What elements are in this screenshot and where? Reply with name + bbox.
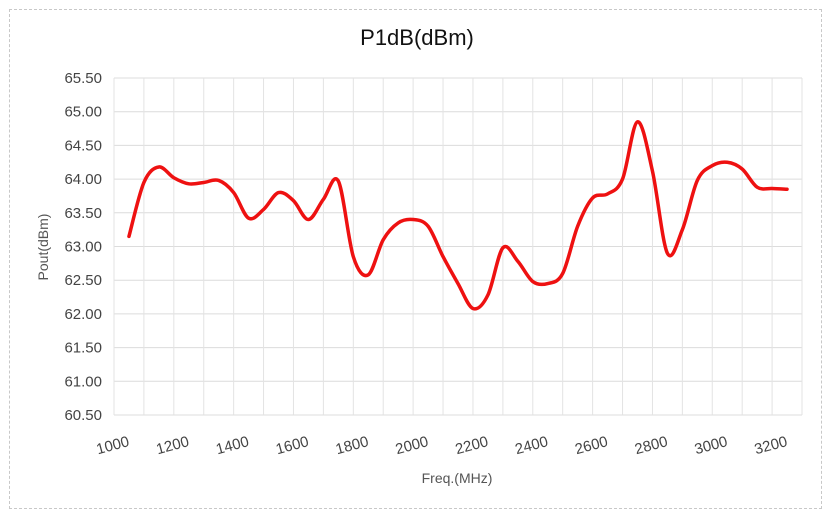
x-tick-label: 1200 xyxy=(154,433,191,458)
x-tick-label: 1800 xyxy=(334,433,371,458)
x-tick-label: 2000 xyxy=(394,433,431,458)
chart-frame xyxy=(9,9,822,509)
y-tick-label: 64.50 xyxy=(64,137,102,154)
series-line xyxy=(127,120,789,311)
x-tick-label: 3000 xyxy=(693,433,730,458)
y-tick-label: 65.50 xyxy=(64,70,102,87)
x-tick-label: 2200 xyxy=(453,433,490,458)
y-tick-label: 61.00 xyxy=(64,373,102,390)
x-tick-label: 1400 xyxy=(214,433,251,458)
y-tick-label: 63.50 xyxy=(64,205,102,222)
y-tick-label: 64.00 xyxy=(64,171,102,188)
y-tick-label: 62.00 xyxy=(64,306,102,323)
y-tick-label: 62.50 xyxy=(64,272,102,289)
x-axis-ticks: 1000 1200 1400 1600 1800 2000 2200 2400 2600 2800… xyxy=(95,433,790,458)
y-tick-label: 65.00 xyxy=(64,104,102,121)
y-axis-ticks: 65.50 65.00 64.50 64.00 63.50 63.00 62.50 62.00… xyxy=(64,70,102,424)
chart-title: P1dB(dBm) xyxy=(360,25,474,50)
y-axis-label: Pout(dBm) xyxy=(35,214,51,281)
x-tick-label: 2800 xyxy=(633,433,670,458)
x-tick-label: 2600 xyxy=(573,433,610,458)
x-axis-label: Freq.(MHz) xyxy=(422,470,493,486)
y-tick-label: 63.00 xyxy=(64,239,102,256)
grid xyxy=(113,77,803,416)
x-tick-label: 1600 xyxy=(274,433,311,458)
x-tick-label: 2400 xyxy=(513,433,550,458)
x-tick-label: 1000 xyxy=(95,433,132,458)
y-tick-label: 61.50 xyxy=(64,340,102,357)
y-tick-label: 60.50 xyxy=(64,407,102,424)
x-tick-label: 3200 xyxy=(753,433,790,458)
